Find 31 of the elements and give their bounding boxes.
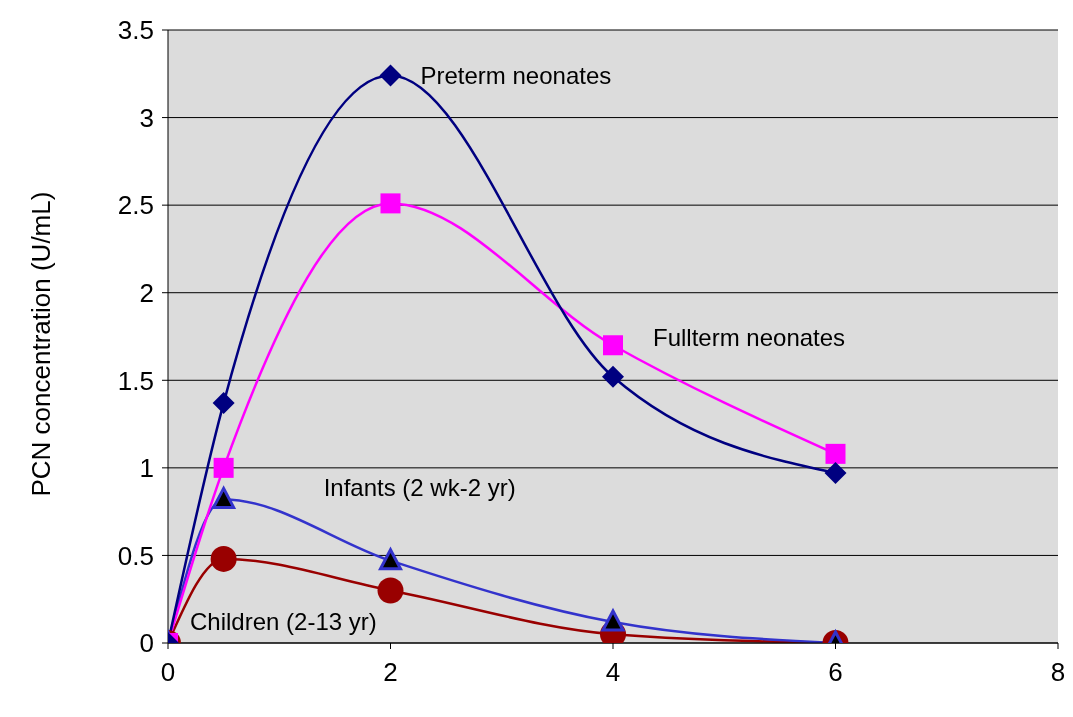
y-tick-label: 2 — [139, 277, 154, 308]
x-tick-label: 6 — [828, 657, 843, 688]
series-label: Infants (2 wk-2 yr) — [323, 473, 516, 501]
point — [212, 392, 235, 415]
point — [380, 193, 401, 214]
series-label: Preterm neonates — [420, 62, 612, 90]
x-tick-label: 0 — [160, 657, 176, 688]
y-tick-label: 3 — [139, 102, 154, 133]
point — [210, 545, 237, 572]
series-label: Fullterm neonates — [653, 323, 846, 351]
point — [603, 335, 623, 356]
x-tick-label: 8 — [1050, 657, 1066, 688]
y-tick-label: 0.5 — [117, 540, 154, 571]
y-tick-label: 0 — [139, 628, 154, 659]
point — [825, 443, 846, 464]
y-tick-label: 1 — [139, 453, 154, 484]
point — [377, 577, 404, 604]
y-tick-label: 3.5 — [117, 15, 154, 46]
point — [379, 64, 402, 87]
x-tick-label: 4 — [605, 657, 621, 688]
y-tick-label: 2.5 — [117, 190, 154, 221]
y-tick-label: 1.5 — [117, 365, 154, 396]
point — [379, 548, 402, 571]
point — [213, 457, 234, 478]
x-tick-label: 2 — [383, 657, 398, 688]
point — [601, 609, 625, 632]
point — [212, 486, 236, 509]
series-label: Children (2-13 yr) — [190, 607, 377, 635]
y-axis-title: PCN concentration (U/mL) — [26, 191, 57, 497]
point — [824, 462, 847, 485]
point — [602, 365, 624, 388]
